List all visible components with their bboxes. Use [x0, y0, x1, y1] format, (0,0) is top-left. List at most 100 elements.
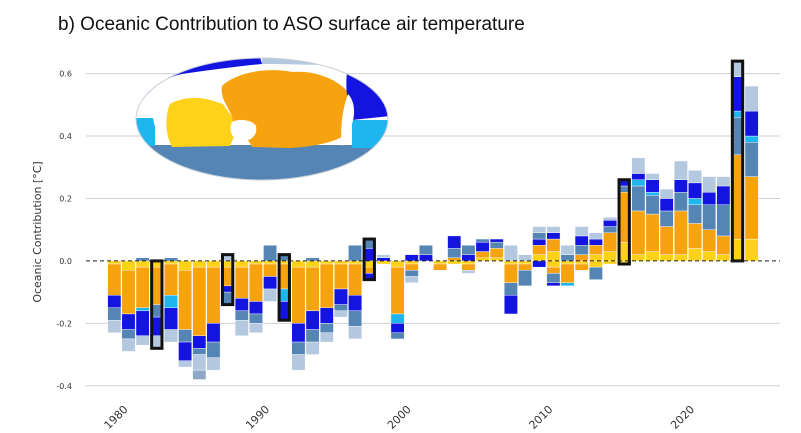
bar-stack-1983 — [164, 257, 178, 343]
bar-segment — [390, 313, 405, 324]
bar-stack-1981 — [135, 257, 150, 346]
bar-segment — [348, 245, 362, 262]
ocean-regions-map — [135, 57, 389, 181]
bar-segment — [603, 220, 617, 227]
bar-segment — [532, 254, 547, 262]
bar-stack-1992 — [291, 260, 306, 371]
bar-segment — [206, 266, 221, 324]
bar-segment — [475, 241, 490, 252]
bar-segment — [206, 323, 221, 343]
highlight-box-1997 — [362, 237, 376, 282]
bar-segment — [674, 210, 688, 255]
bar-stack-1998 — [376, 254, 391, 265]
bar-segment — [305, 341, 320, 355]
bar-segment — [234, 266, 249, 299]
bar-segment — [164, 307, 178, 330]
bar-segment — [716, 176, 731, 187]
x-tick-label: 2010 — [527, 403, 556, 432]
bar-segment — [589, 260, 603, 268]
bar-segment — [135, 335, 150, 346]
bar-stack-1987 — [220, 254, 235, 305]
bar-stack-2014 — [603, 216, 617, 265]
map-land-australia — [230, 119, 257, 142]
bar-segment — [121, 329, 136, 340]
bar-stack-2007 — [504, 245, 518, 315]
bar-segment — [121, 270, 136, 315]
bar-segment — [291, 341, 306, 355]
bar-stack-2024 — [744, 85, 759, 262]
bar-stack-1991 — [277, 254, 292, 321]
bar-stack-2005 — [475, 238, 490, 262]
bar-segment — [744, 110, 759, 137]
highlight-box-1987 — [220, 253, 235, 307]
bar-stack-2013 — [589, 232, 603, 280]
bar-segment — [659, 188, 674, 199]
bar-segment — [319, 323, 334, 333]
bar-segment — [404, 263, 419, 271]
bar-segment — [603, 232, 617, 252]
bar-segment — [234, 320, 249, 337]
bar-segment — [461, 254, 476, 262]
bar-segment — [348, 326, 362, 340]
bar-segment — [589, 232, 603, 240]
bar-stack-1996 — [348, 245, 362, 340]
bar-segment — [192, 354, 207, 371]
bar-segment — [390, 323, 405, 333]
bar-segment — [121, 338, 136, 352]
bar-segment — [334, 263, 348, 290]
map-region-southern-ocean — [136, 145, 388, 180]
bar-segment — [532, 226, 547, 234]
bar-segment — [744, 176, 759, 240]
bar-segment — [504, 282, 518, 296]
bar-segment — [489, 238, 504, 243]
bar-segment — [348, 263, 362, 296]
bar-stack-1990 — [263, 245, 277, 302]
y-tick-label: -0.4 — [56, 382, 72, 391]
bar-segment — [532, 232, 547, 240]
x-tick-label: 1990 — [243, 403, 272, 432]
bar-stacks — [107, 60, 759, 380]
bar-segment — [291, 260, 306, 268]
bar-segment — [546, 238, 561, 252]
bar-segment — [164, 295, 178, 308]
y-tick-label: 0.0 — [59, 257, 72, 266]
x-axis-ticks: 1980 1990 2000 2010 2020 — [102, 403, 698, 432]
bar-stack-2000 — [404, 254, 419, 283]
bar-segment — [334, 304, 348, 312]
bar-stack-1994 — [319, 260, 334, 343]
bar-segment — [631, 173, 646, 180]
bar-segment — [546, 251, 561, 262]
bar-segment — [716, 185, 731, 205]
highlight-box-2015 — [617, 178, 631, 266]
bar-segment — [560, 263, 575, 283]
bar-segment — [178, 270, 192, 330]
bar-segment — [404, 276, 419, 283]
map-land-africa — [152, 91, 169, 130]
bar-segment — [404, 254, 419, 262]
bar-segment — [716, 204, 731, 237]
bar-stack-1995 — [334, 260, 348, 318]
bar-segment — [206, 260, 221, 268]
bar-stack-2020 — [688, 170, 702, 262]
bar-segment — [334, 310, 348, 318]
bar-segment — [603, 216, 617, 221]
bar-segment — [206, 341, 221, 358]
bar-segment — [645, 213, 660, 252]
bar-segment — [546, 282, 561, 287]
bar-segment — [249, 313, 263, 324]
bar-stack-2002 — [433, 260, 447, 271]
bar-segment — [475, 238, 490, 243]
y-tick-label: 0.6 — [59, 70, 72, 79]
bar-segment — [178, 360, 192, 368]
bar-segment — [305, 266, 320, 312]
bar-stack-2010 — [546, 226, 561, 287]
bar-segment — [702, 229, 717, 252]
bar-segment — [688, 204, 702, 224]
bar-stack-2019 — [674, 160, 688, 262]
bar-segment — [376, 254, 391, 258]
map-region-tropical-atlantic-west — [136, 118, 155, 146]
bar-segment — [744, 142, 759, 177]
bar-stack-2015 — [617, 179, 632, 265]
bar-segment — [631, 254, 646, 262]
bar-segment — [249, 263, 263, 302]
